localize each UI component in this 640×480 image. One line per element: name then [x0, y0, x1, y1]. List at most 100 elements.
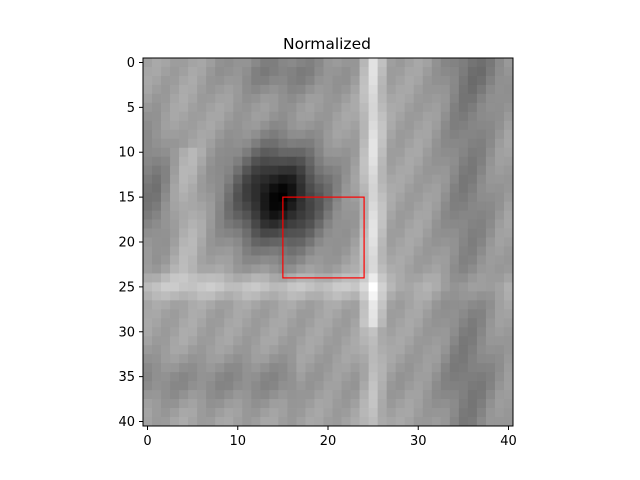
heatmap-cell [395, 417, 406, 427]
heatmap-cell [503, 102, 514, 113]
heatmap-cell [179, 318, 189, 328]
heatmap-cell [188, 372, 198, 382]
heatmap-cell [188, 183, 198, 194]
heatmap-cell [233, 282, 243, 292]
heatmap-cell [485, 327, 496, 337]
heatmap-cell [485, 300, 496, 310]
heatmap-cell [278, 102, 288, 113]
heatmap-cell [278, 354, 288, 364]
heatmap-cell [476, 102, 487, 113]
heatmap-cell [404, 129, 415, 140]
heatmap-cell [467, 219, 478, 229]
heatmap-cell [314, 336, 324, 346]
heatmap-cell [215, 120, 225, 131]
heatmap-cell [458, 192, 469, 203]
heatmap-cell [224, 156, 234, 167]
heatmap-cell [287, 129, 297, 140]
heatmap-cell [206, 363, 216, 373]
heatmap-cell [395, 282, 406, 292]
heatmap-cell [179, 255, 189, 265]
heatmap-cell [233, 210, 243, 220]
heatmap-cell [152, 381, 162, 391]
heatmap-cell [314, 345, 324, 355]
heatmap-cell [269, 255, 279, 265]
heatmap-cell [233, 84, 243, 95]
heatmap-cell [215, 318, 225, 328]
heatmap-cell [404, 102, 415, 113]
heatmap-cell [296, 246, 306, 256]
heatmap-cell [170, 192, 180, 203]
heatmap-cell [413, 228, 424, 238]
heatmap-cell [215, 363, 225, 373]
heatmap-cell [368, 399, 379, 409]
heatmap-cell [404, 264, 415, 274]
heatmap-cell [233, 318, 243, 328]
heatmap-cell [269, 282, 279, 292]
heatmap-cell [431, 282, 442, 292]
heatmap-cell [458, 291, 469, 301]
x-tick-label: 10 [229, 434, 246, 449]
heatmap-cell [242, 309, 252, 319]
heatmap-cell [242, 111, 252, 122]
heatmap-cell [278, 75, 288, 86]
heatmap-cell [386, 201, 397, 211]
heatmap-cell [170, 93, 180, 104]
heatmap-cell [341, 237, 351, 247]
heatmap-cell [485, 309, 496, 319]
heatmap-cell [368, 129, 379, 140]
heatmap-cell [476, 372, 487, 382]
heatmap-cell [494, 363, 505, 373]
heatmap-cell [485, 408, 496, 418]
heatmap-cell [242, 66, 252, 77]
heatmap-cell [422, 156, 433, 167]
heatmap-cell [269, 345, 279, 355]
heatmap-cell [179, 102, 189, 113]
heatmap-cell [458, 228, 469, 238]
heatmap-cell [431, 120, 442, 131]
heatmap-cell [260, 255, 270, 265]
heatmap-cell [377, 246, 388, 256]
heatmap-cell [350, 201, 360, 211]
heatmap-cell [413, 174, 424, 185]
heatmap-cell [215, 372, 225, 382]
heatmap-cell [341, 309, 351, 319]
heatmap-cell [224, 58, 234, 68]
heatmap-cell [368, 300, 379, 310]
heatmap-cell [170, 165, 180, 176]
heatmap-cell [224, 264, 234, 274]
heatmap-cell [413, 345, 424, 355]
heatmap-cell [431, 228, 442, 238]
heatmap-cell [368, 138, 379, 149]
heatmap-cell [170, 408, 180, 418]
heatmap-cell [170, 237, 180, 247]
heatmap-cell [251, 129, 261, 140]
heatmap-cell [368, 237, 379, 247]
heatmap-cell [485, 417, 496, 427]
heatmap-cell [503, 300, 514, 310]
heatmap-cell [431, 399, 442, 409]
heatmap-cell [296, 129, 306, 140]
heatmap-cell [368, 354, 379, 364]
heatmap-cell [206, 390, 216, 400]
heatmap-cell [269, 381, 279, 391]
heatmap-cell [494, 282, 505, 292]
heatmap-cell [170, 417, 180, 427]
heatmap-cell [413, 111, 424, 122]
heatmap-cell [449, 372, 460, 382]
heatmap-cell [485, 183, 496, 194]
heatmap-cell [143, 300, 153, 310]
heatmap-cell [503, 255, 514, 265]
heatmap-cell [197, 129, 207, 140]
heatmap-cell [287, 165, 297, 176]
heatmap-cell [368, 417, 379, 427]
heatmap-cell [485, 264, 496, 274]
heatmap-cell [368, 58, 379, 68]
heatmap-cell [161, 300, 171, 310]
heatmap-cell [170, 156, 180, 167]
heatmap-cell [476, 192, 487, 203]
heatmap-cell [440, 417, 451, 427]
heatmap-cell [233, 66, 243, 77]
heatmap-cell [314, 381, 324, 391]
heatmap-cell [197, 174, 207, 185]
heatmap-cell [314, 228, 324, 238]
